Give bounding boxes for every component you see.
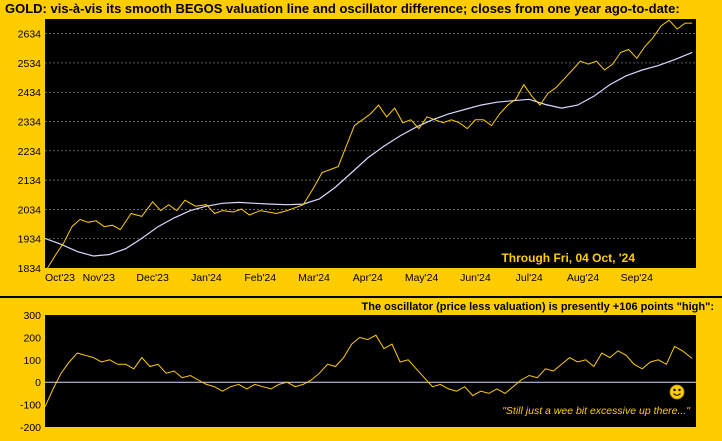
oscillator-y-tick-label: 200 bbox=[23, 332, 41, 344]
main-y-tick-label: 2234 bbox=[18, 146, 42, 158]
main-x-axis: Oct'23 Nov'23 Dec'23 Jan'24 Feb'24 Mar'24 Apr'… bbox=[45, 272, 653, 284]
oscillator-line bbox=[44, 334, 693, 408]
main-x-tick-label: May'24 bbox=[405, 272, 439, 284]
valuation-line bbox=[44, 51, 693, 257]
oscillator-y-tick-label: 300 bbox=[23, 310, 41, 322]
main-y-tick-label: 1834 bbox=[18, 263, 42, 275]
main-y-tick-label: 2434 bbox=[18, 87, 42, 99]
main-y-tick-label: 2034 bbox=[18, 204, 42, 216]
main-y-axis: 1834 1934 2034 2134 2234 2334 2434 2534 2634 bbox=[18, 29, 42, 275]
main-y-tick-label: 2134 bbox=[18, 175, 42, 187]
main-x-tick-label: Jun'24 bbox=[460, 272, 491, 284]
oscillator-y-axis: 300 200 100 0 -100 -200 bbox=[20, 310, 41, 434]
oscillator-y-tick-label: 100 bbox=[23, 355, 41, 367]
main-gridlines bbox=[45, 33, 696, 240]
oscillator-title: The oscillator (price less valuation) is… bbox=[361, 301, 714, 313]
through-date-label: Through Fri, 04 Oct, '24 bbox=[501, 251, 635, 265]
oscillator-plot-area bbox=[45, 315, 696, 427]
main-x-tick-label: Feb'24 bbox=[244, 272, 276, 284]
main-x-tick-label: Dec'23 bbox=[136, 272, 169, 284]
main-y-tick-label: 1934 bbox=[18, 234, 42, 246]
main-y-tick-label: 2334 bbox=[18, 117, 42, 129]
oscillator-y-tick-label: 0 bbox=[35, 377, 41, 389]
main-x-tick-label: Nov'23 bbox=[83, 272, 116, 284]
main-x-tick-label: Oct'23 bbox=[45, 272, 75, 284]
main-x-tick-label: Mar'24 bbox=[298, 272, 330, 284]
main-x-tick-label: Apr'24 bbox=[353, 272, 383, 284]
main-y-tick-label: 2634 bbox=[18, 29, 42, 41]
main-x-tick-label: Jan'24 bbox=[191, 272, 222, 284]
price-line bbox=[44, 19, 693, 273]
main-x-tick-label: Jul'24 bbox=[516, 272, 543, 284]
chart-title: GOLD: vis-à-vis its smooth BEGOS valuati… bbox=[5, 1, 680, 16]
main-x-tick-label: Sep'24 bbox=[621, 272, 654, 284]
smiley-face-icon bbox=[669, 384, 685, 400]
oscillator-y-tick-label: -100 bbox=[20, 400, 41, 412]
panel-divider bbox=[0, 296, 722, 298]
main-plot-area bbox=[45, 19, 696, 268]
main-y-tick-label: 2534 bbox=[18, 58, 42, 70]
oscillator-y-tick-label: -200 bbox=[20, 422, 41, 434]
quote-text: "Still just a wee bit excessive up there… bbox=[502, 405, 691, 417]
main-x-tick-label: Aug'24 bbox=[567, 272, 600, 284]
